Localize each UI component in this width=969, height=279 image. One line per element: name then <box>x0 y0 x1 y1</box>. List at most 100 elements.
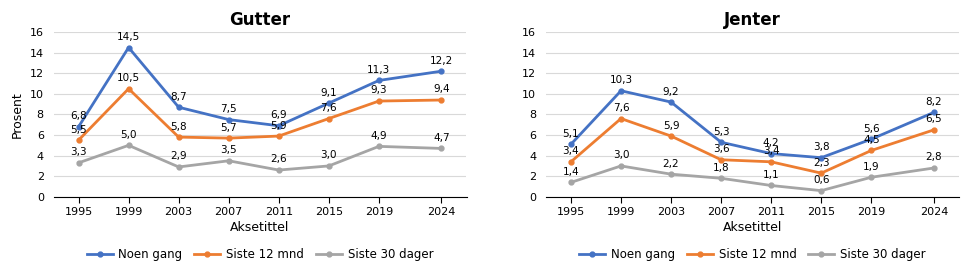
Siste 30 dager <box>714 177 726 180</box>
Siste 30 dager <box>864 175 876 179</box>
Line: Noen gang: Noen gang <box>76 45 444 129</box>
Siste 12 mnd <box>565 160 577 163</box>
Line: Siste 30 dager: Siste 30 dager <box>568 163 935 193</box>
Noen gang <box>864 138 876 141</box>
Siste 30 dager <box>815 189 827 192</box>
Text: 6,8: 6,8 <box>70 111 87 121</box>
Siste 12 mnd <box>665 134 676 138</box>
Noen gang <box>223 118 234 121</box>
Text: 5,8: 5,8 <box>171 122 187 131</box>
Siste 30 dager <box>927 166 939 170</box>
Siste 30 dager <box>765 184 776 187</box>
Siste 30 dager <box>614 164 626 168</box>
Noen gang <box>815 156 827 159</box>
Siste 30 dager <box>123 144 135 147</box>
Text: 3,0: 3,0 <box>321 150 337 160</box>
Text: 8,2: 8,2 <box>924 97 941 107</box>
Text: 5,6: 5,6 <box>862 124 879 134</box>
Siste 30 dager <box>223 159 234 162</box>
Text: 7,5: 7,5 <box>220 104 236 114</box>
Siste 30 dager <box>272 168 284 172</box>
Noen gang <box>435 69 447 73</box>
Y-axis label: Prosent: Prosent <box>11 91 24 138</box>
Text: 4,9: 4,9 <box>370 131 387 141</box>
X-axis label: Aksetittel: Aksetittel <box>230 222 290 234</box>
Siste 30 dager <box>565 181 577 184</box>
Text: 1,1: 1,1 <box>762 170 779 180</box>
Text: 3,3: 3,3 <box>70 147 87 157</box>
Text: 2,9: 2,9 <box>171 151 187 162</box>
Line: Siste 30 dager: Siste 30 dager <box>76 143 444 172</box>
Line: Noen gang: Noen gang <box>568 88 935 160</box>
Siste 12 mnd <box>373 99 385 103</box>
Title: Jenter: Jenter <box>723 11 780 29</box>
Text: 14,5: 14,5 <box>117 32 141 42</box>
Text: 3,5: 3,5 <box>220 145 236 155</box>
Noen gang <box>565 143 577 146</box>
Siste 12 mnd <box>815 172 827 175</box>
Noen gang <box>765 152 776 155</box>
Noen gang <box>272 124 284 128</box>
Siste 12 mnd <box>172 135 184 139</box>
Text: 3,0: 3,0 <box>612 150 629 160</box>
Text: 4,2: 4,2 <box>762 138 779 148</box>
Siste 12 mnd <box>864 149 876 152</box>
Text: 9,1: 9,1 <box>320 88 337 98</box>
Noen gang <box>323 102 334 105</box>
Text: 2,6: 2,6 <box>270 155 287 165</box>
Noen gang <box>927 111 939 114</box>
Siste 12 mnd <box>765 160 776 163</box>
Text: 11,3: 11,3 <box>367 65 391 75</box>
Text: 2,2: 2,2 <box>662 159 678 169</box>
Siste 12 mnd <box>73 138 84 142</box>
Text: 7,6: 7,6 <box>612 103 629 113</box>
Noen gang <box>714 141 726 144</box>
Siste 12 mnd <box>714 158 726 162</box>
Legend: Noen gang, Siste 12 mnd, Siste 30 dager: Noen gang, Siste 12 mnd, Siste 30 dager <box>81 243 438 265</box>
Text: 5,5: 5,5 <box>70 125 87 135</box>
Text: 10,5: 10,5 <box>117 73 140 83</box>
Text: 3,4: 3,4 <box>762 146 779 156</box>
Siste 30 dager <box>323 164 334 168</box>
Siste 12 mnd <box>123 87 135 90</box>
Text: 5,0: 5,0 <box>120 130 137 140</box>
Text: 1,9: 1,9 <box>862 162 879 172</box>
Siste 12 mnd <box>223 136 234 140</box>
Text: 3,4: 3,4 <box>562 146 578 156</box>
Text: 12,2: 12,2 <box>429 56 453 66</box>
Text: 10,3: 10,3 <box>609 75 632 85</box>
Text: 5,9: 5,9 <box>662 121 678 131</box>
Text: 3,8: 3,8 <box>812 142 828 152</box>
Noen gang <box>172 105 184 109</box>
Text: 9,2: 9,2 <box>662 86 678 97</box>
Noen gang <box>123 46 135 49</box>
Text: 5,1: 5,1 <box>562 129 578 139</box>
Text: 1,8: 1,8 <box>712 163 729 173</box>
Text: 1,4: 1,4 <box>562 167 578 177</box>
Text: 6,5: 6,5 <box>924 114 941 124</box>
Text: 3,6: 3,6 <box>712 144 729 154</box>
Text: 5,7: 5,7 <box>220 122 236 133</box>
Text: 9,4: 9,4 <box>433 85 450 95</box>
Line: Siste 12 mnd: Siste 12 mnd <box>76 86 444 143</box>
Siste 12 mnd <box>614 117 626 120</box>
Siste 30 dager <box>172 165 184 169</box>
Text: 5,3: 5,3 <box>712 127 729 137</box>
Line: Siste 12 mnd: Siste 12 mnd <box>568 116 935 175</box>
Siste 30 dager <box>665 172 676 176</box>
Siste 12 mnd <box>435 98 447 102</box>
Text: 7,6: 7,6 <box>320 103 337 113</box>
Siste 30 dager <box>435 147 447 150</box>
Title: Gutter: Gutter <box>230 11 291 29</box>
X-axis label: Aksetittel: Aksetittel <box>722 222 781 234</box>
Text: 2,3: 2,3 <box>812 158 828 168</box>
Text: 8,7: 8,7 <box>171 92 187 102</box>
Siste 12 mnd <box>272 134 284 138</box>
Noen gang <box>614 89 626 92</box>
Text: 4,7: 4,7 <box>433 133 450 143</box>
Noen gang <box>665 100 676 104</box>
Siste 12 mnd <box>323 117 334 120</box>
Legend: Noen gang, Siste 12 mnd, Siste 30 dager: Noen gang, Siste 12 mnd, Siste 30 dager <box>574 243 929 265</box>
Text: 9,3: 9,3 <box>370 85 387 95</box>
Noen gang <box>373 79 385 82</box>
